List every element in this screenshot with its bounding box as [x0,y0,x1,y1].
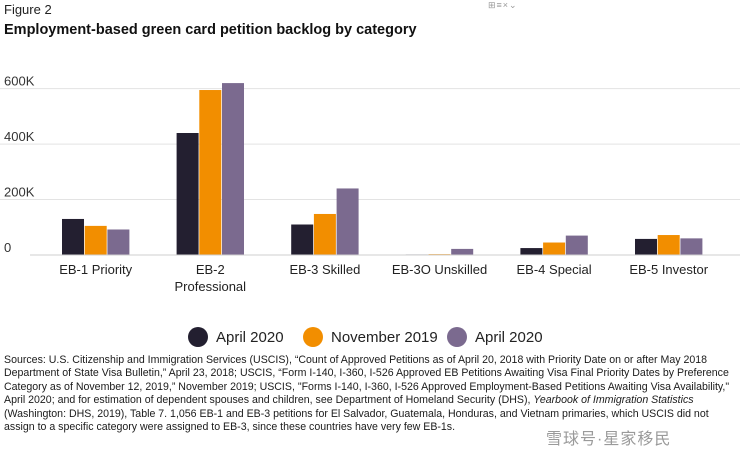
legend-item-april-2020-b: April 2020 [447,327,543,347]
legend-swatch-april-2020-b [447,327,467,347]
x-tick-label: EB-5 Investor [629,262,708,277]
sources-note: Sources: U.S. Citizenship and Immigratio… [4,354,734,434]
legend-item-november-2019: November 2019 [303,327,438,347]
chart-title: Employment-based green card petition bac… [4,22,417,38]
bar-chart: 0 200K 400K 600K EB-1 Priority EB-2 Profession… [0,74,740,294]
legend-swatch-november-2019 [303,327,323,347]
bar [451,248,474,255]
x-tick-label: EB-1 Priority [59,262,132,277]
bar [84,225,107,255]
x-tick-label: EB-2 Professional [175,262,247,294]
legend-item-april-2020: April 2020 [188,327,284,347]
bar [680,238,703,255]
bar [565,235,588,255]
bar [199,90,222,255]
bar [107,229,130,255]
legend-label: April 2020 [475,328,543,346]
y-tick-label: 600K [4,74,35,89]
sources-text: Sources: U.S. Citizenship and Immigratio… [4,354,730,407]
bar [520,248,543,255]
sources-text-end: (Washington: DHS, 2019), Table 7. 1,056 … [4,407,709,434]
x-tick-label: EB-3O Unskilled [392,262,487,277]
bar [62,218,84,255]
watermark: 雪球号·星家移民 [546,431,672,448]
y-tick-label: 400K [4,129,35,144]
bar [336,188,359,255]
bar [635,238,657,255]
image-toolbar-icon[interactable]: ⊞≡×⌄ [488,0,518,10]
sources-italic-title: Yearbook of Immigration Statistics [533,394,694,407]
y-tick-label: 200K [4,185,35,200]
y-tick-label: 0 [4,240,11,255]
legend: April 2020 November 2019 April 2020 [0,323,740,353]
x-tick-label: EB-3 Skilled [289,262,360,277]
bar [657,235,680,255]
legend-swatch-april-2020 [188,327,208,347]
bar [222,83,244,255]
legend-label: April 2020 [216,328,284,346]
x-tick-label: EB-4 Special [517,262,592,277]
bar [543,242,566,255]
figure-label: Figure 2 [4,2,52,17]
bar [176,133,199,255]
legend-label: November 2019 [331,328,438,346]
bar [313,213,336,255]
bar [291,224,314,255]
